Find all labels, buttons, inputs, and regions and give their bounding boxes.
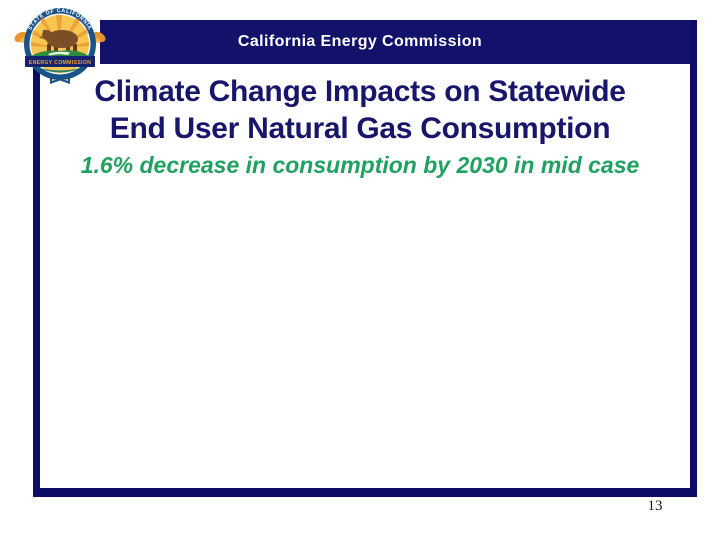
header-banner bbox=[100, 20, 697, 64]
slide-title: Climate Change Impacts on Statewide End … bbox=[0, 73, 720, 147]
seal-band-text: ENERGY COMMISSION bbox=[29, 60, 91, 66]
slide-title-line2: End User Natural Gas Consumption bbox=[109, 112, 611, 145]
frame-border-right bbox=[690, 20, 697, 497]
slide-subtitle: 1.6% decrease in consumption by 2030 in … bbox=[80, 152, 640, 178]
frame-border-bottom bbox=[33, 488, 697, 497]
slide-title-line1: Climate Change Impacts on Statewide bbox=[94, 75, 626, 108]
frame-border-left bbox=[33, 20, 40, 497]
seal-band-icon: ENERGY COMMISSION bbox=[25, 56, 95, 67]
seal-bear-icon bbox=[39, 29, 78, 54]
header-title: California Energy Commission bbox=[237, 33, 483, 50]
cec-seal-logo: ENERGY COMMISSION STATE OF CALIFORNIA bbox=[14, 8, 106, 84]
page-number: 13 bbox=[647, 498, 663, 514]
